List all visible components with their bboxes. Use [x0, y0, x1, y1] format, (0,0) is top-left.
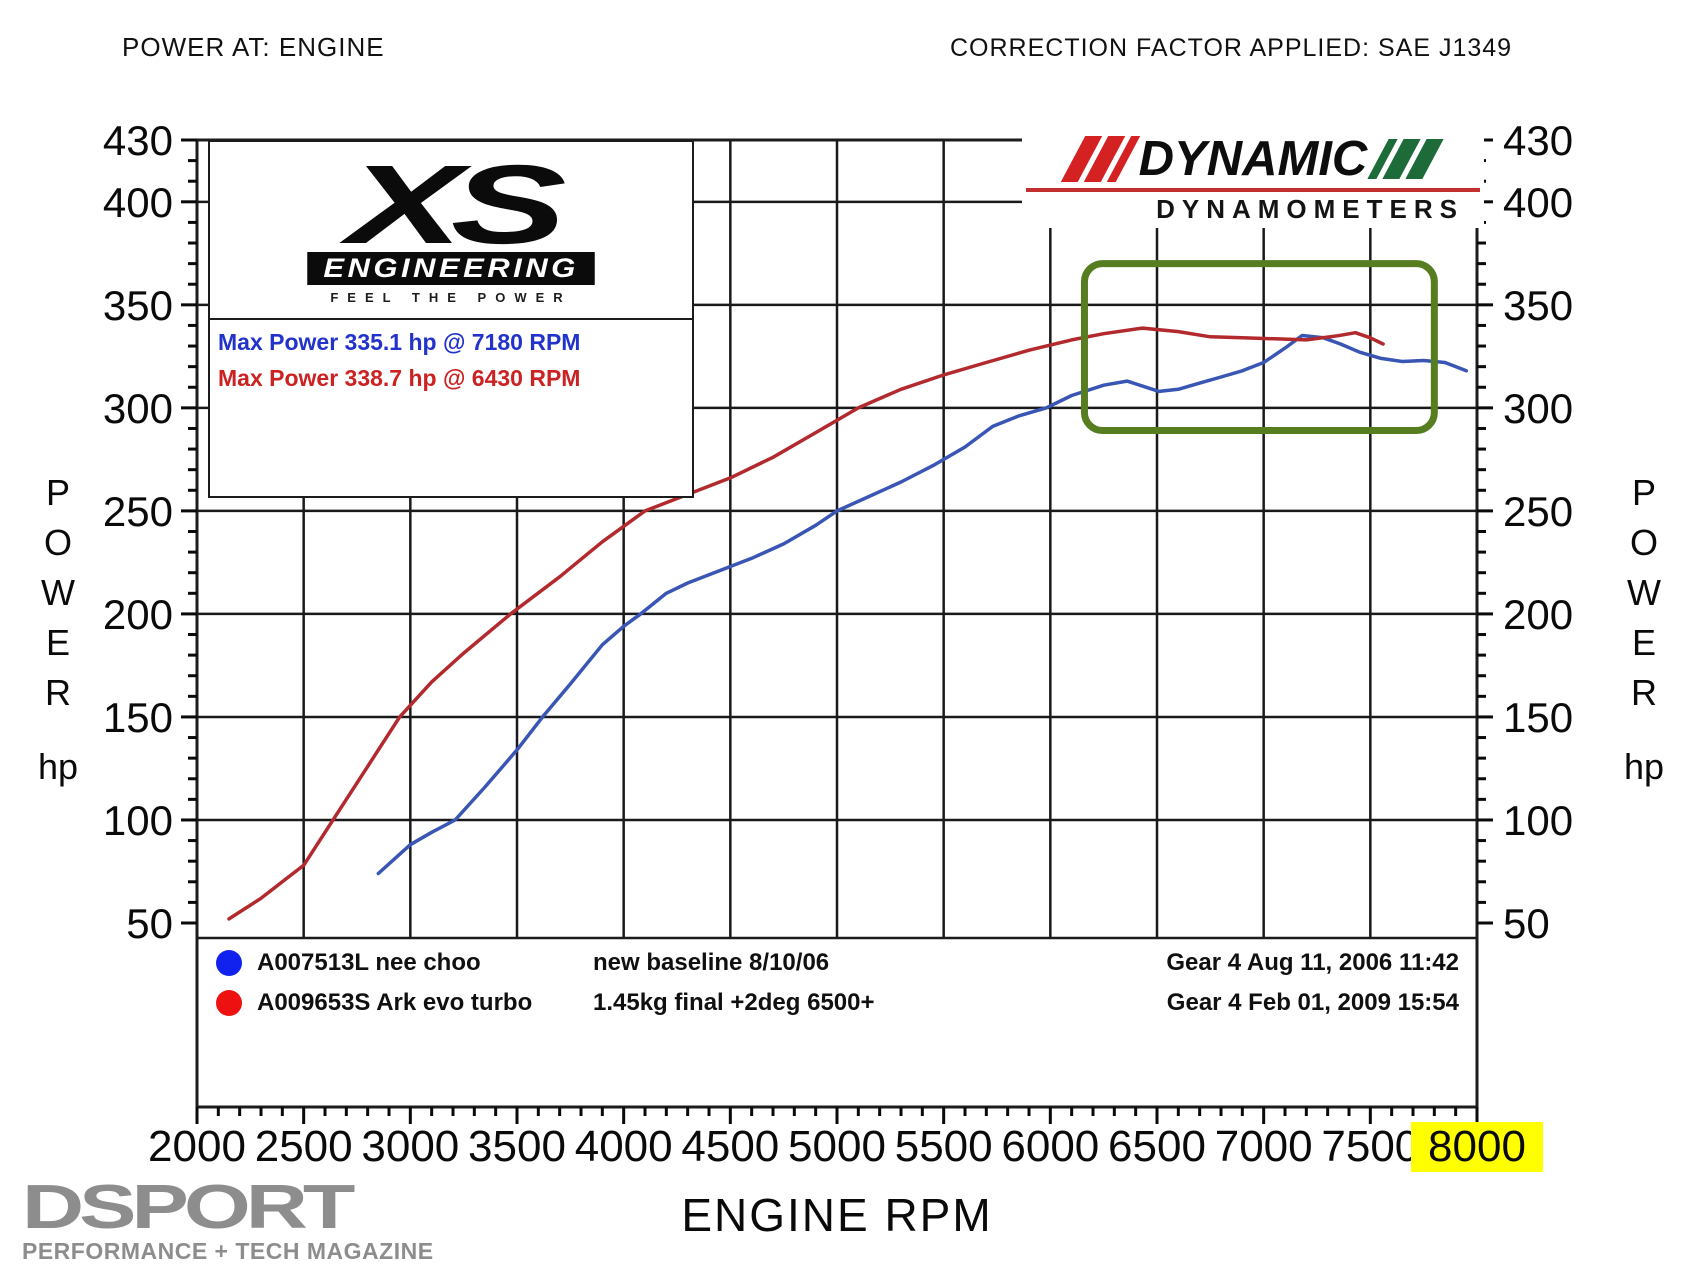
- x-tick-label: 5000: [788, 1122, 886, 1171]
- y-tick-label: 250: [103, 488, 173, 535]
- y-axis-unit-left: hp: [37, 746, 79, 787]
- dynamic-dynamometers-logo: DYNAMIC DYNAMOMETERS: [1022, 129, 1484, 228]
- x-tick-label: 4000: [575, 1122, 673, 1171]
- dsport-logo-subtitle: PERFORMANCE + TECH MAGAZINE: [22, 1238, 434, 1264]
- y-tick-label: 50: [126, 900, 173, 947]
- y-tick-label: 300: [103, 385, 173, 432]
- legend-row-blue: A007513L nee choo new baseline 8/10/06 G…: [199, 946, 1475, 980]
- max-power-lines: Max Power 335.1 hp @ 7180 RPM Max Power …: [210, 320, 692, 401]
- y-tick-label: 200: [1503, 591, 1573, 638]
- dynamic-logo-subtitle: DYNAMOMETERS: [1156, 194, 1464, 224]
- y-tick-label: 150: [1503, 694, 1573, 741]
- dsport-magazine-logo: DSPORT PERFORMANCE + TECH MAGAZINE: [22, 1176, 434, 1265]
- legend-run-gear-info: Gear 4 Feb 01, 2009 15:54: [1166, 989, 1459, 1016]
- y-tick-label: 430: [103, 117, 173, 164]
- x-tick-highlight: [1411, 1122, 1543, 1172]
- series-line-red: [227, 326, 1385, 921]
- y-tick-label: 100: [1503, 797, 1573, 844]
- dynamic-logo-row: DYNAMIC: [1026, 131, 1480, 187]
- legend-run-gear-info: Gear 4 Aug 11, 2006 11:42: [1166, 949, 1459, 976]
- y-tick-label: 50: [1503, 900, 1550, 947]
- dynamic-logo-title: DYNAMIC: [1138, 132, 1368, 186]
- y-tick-label: 350: [103, 282, 173, 329]
- highlight-box: [1080, 260, 1438, 435]
- x-tick-label: 2500: [255, 1122, 353, 1171]
- legend: A007513L nee choo new baseline 8/10/06 G…: [199, 940, 1475, 1105]
- max-power-blue-text: Max Power 335.1 hp @ 7180 RPM: [218, 329, 581, 355]
- y-tick-label: 100: [103, 797, 173, 844]
- x-tick-label: 3000: [361, 1122, 459, 1171]
- y-tick-label: 250: [1503, 488, 1573, 535]
- xs-logo-title: XS: [347, 141, 567, 267]
- x-tick-label: 7000: [1215, 1122, 1313, 1171]
- red-dot-icon: [216, 990, 242, 1016]
- y-tick-label: 400: [1503, 179, 1573, 226]
- y-tick-label: 200: [103, 591, 173, 638]
- power-at-label: POWER AT: ENGINE: [122, 32, 385, 62]
- y-tick-label: 300: [1503, 385, 1573, 432]
- x-tick-label: 8000: [1428, 1122, 1526, 1171]
- x-tick-label: 4500: [681, 1122, 779, 1171]
- max-power-red-text: Max Power 338.7 hp @ 6430 RPM: [218, 365, 581, 391]
- legend-run-name: A007513L nee choo: [257, 949, 481, 976]
- x-tick-label: 5500: [895, 1122, 993, 1171]
- xs-logo-tagline: FEEL THE POWER: [330, 290, 572, 306]
- y-tick-label: 400: [103, 179, 173, 226]
- legend-box-border: [195, 936, 1479, 1109]
- max-power-info-box: XS ENGINEERING FEEL THE POWER Max Power …: [208, 140, 694, 498]
- y-tick-label: 350: [1503, 282, 1573, 329]
- correction-factor-label: CORRECTION FACTOR APPLIED: SAE J1349: [950, 34, 1513, 62]
- y-tick-label: 150: [103, 694, 173, 741]
- legend-run-name: A009653S Ark evo turbo: [257, 989, 533, 1016]
- x-axis-title: ENGINE RPM: [681, 1189, 993, 1241]
- dsport-logo-title: DSPORT: [22, 1172, 355, 1242]
- x-tick-label: 6500: [1108, 1122, 1206, 1171]
- legend-run-description: 1.45kg final +2deg 6500+: [593, 989, 875, 1016]
- legend-run-description: new baseline 8/10/06: [593, 949, 830, 976]
- y-axis-title-right: POWER: [1627, 472, 1661, 713]
- x-tick-label: 2000: [148, 1122, 246, 1171]
- x-tick-label: 3500: [468, 1122, 566, 1171]
- y-axis-title-left: POWER: [41, 472, 75, 713]
- xs-engineering-logo: XS ENGINEERING FEEL THE POWER: [210, 142, 692, 320]
- x-tick-label: 6000: [1001, 1122, 1099, 1171]
- x-tick-label: 7500: [1321, 1122, 1419, 1171]
- blue-dot-icon: [216, 950, 242, 976]
- y-axis-unit-right: hp: [1623, 746, 1665, 787]
- dynamic-logo-underline: [1026, 188, 1480, 192]
- y-tick-label: 430: [1503, 117, 1573, 164]
- legend-row-red: A009653S Ark evo turbo 1.45kg final +2de…: [199, 986, 1475, 1020]
- xs-logo-subtitle: ENGINEERING: [307, 252, 595, 286]
